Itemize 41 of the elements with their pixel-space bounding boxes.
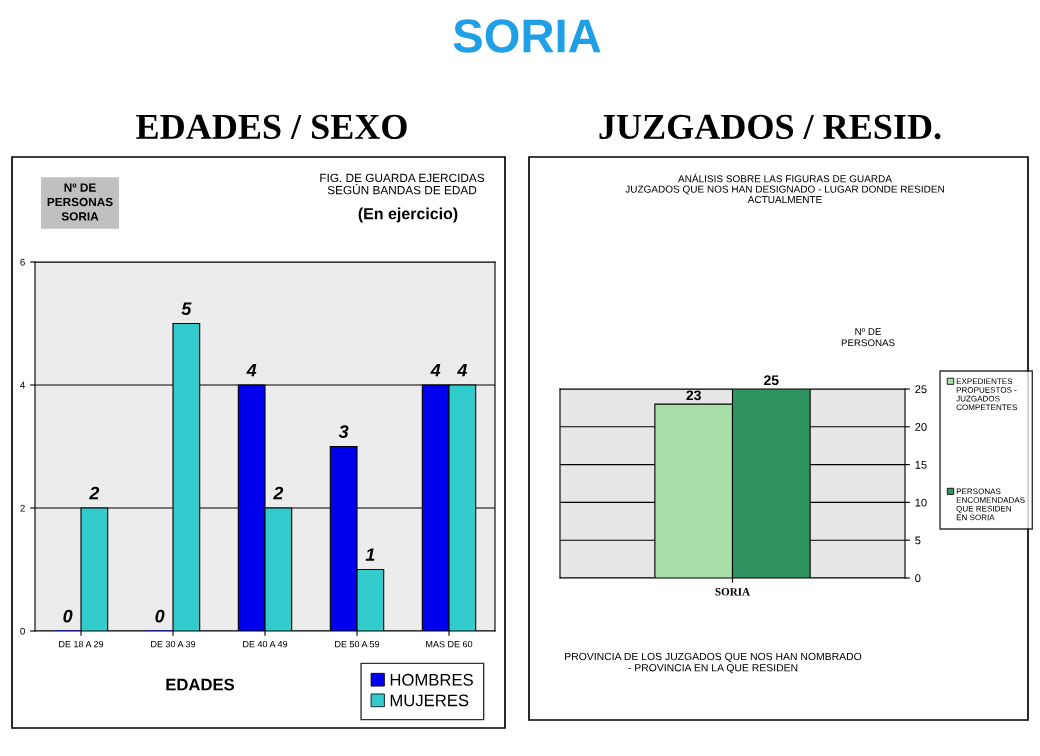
y-tick-label: 0 xyxy=(20,627,25,635)
x-tick-label: MAS DE 60 xyxy=(426,640,473,648)
y-tick-label: 5 xyxy=(915,536,921,545)
y-tick-label: 25 xyxy=(915,385,927,394)
chart-title: EDADES / SEXO xyxy=(136,114,407,140)
data-label: 2 xyxy=(89,486,100,500)
data-label: 2 xyxy=(273,486,284,500)
legend-label: MUJERES xyxy=(390,694,469,707)
data-label: 4 xyxy=(246,363,257,377)
data-label: 4 xyxy=(457,363,468,377)
data-label: 0 xyxy=(63,609,73,623)
x-axis-title: EDADES xyxy=(166,678,235,691)
data-label: 5 xyxy=(181,302,192,316)
data-label: 4 xyxy=(430,363,441,377)
text: (En ejercicio) xyxy=(358,207,458,223)
y-tick-label: 2 xyxy=(20,504,25,512)
y-tick-label: 4 xyxy=(20,381,25,389)
data-label: 25 xyxy=(764,375,779,386)
x-tick-label: DE 30 A 39 xyxy=(151,640,196,648)
x-tick-label: DE 18 A 29 xyxy=(59,640,104,648)
y-tick-label: 0 xyxy=(915,574,921,583)
data-label: 23 xyxy=(686,390,701,401)
data-label: 1 xyxy=(365,548,375,561)
data-label: 3 xyxy=(338,425,349,439)
data-label: 0 xyxy=(155,609,165,623)
chart-subtitle: ANÁLISIS SOBRE LAS FIGURAS DE GUARDA JUZGADOS QUE NOS HAN DESIGNADO - LUGAR DONDE RESIDEN ACTUALMENTE xyxy=(625,173,944,204)
y-tick-label: 10 xyxy=(915,498,927,507)
x-tick-label: DE 40 A 49 xyxy=(243,640,288,648)
y-tick-label: 15 xyxy=(915,460,927,469)
chart-subtitle: FIG. DE GUARDA EJERCIDAS SEGÚN BANDAS DE EDAD xyxy=(320,173,485,195)
text: SORIA xyxy=(453,19,601,53)
legend-label: HOMBRES xyxy=(390,673,473,686)
legend-label: EXPEDIENTES PROPUESTOS - JUZGADOS COMPETENTES xyxy=(956,378,1018,411)
legend-label: PERSONAS ENCOMENDADAS QUE RESIDEN EN SORIA xyxy=(956,488,1025,521)
y-tick-label: 6 xyxy=(20,258,25,266)
y-tick-label: 20 xyxy=(915,423,927,431)
x-tick-label: DE 50 A 59 xyxy=(335,640,380,648)
chart-title: JUZGADOS / RESID. xyxy=(599,114,941,140)
y-axis-title: Nº DE PERSONAS xyxy=(841,328,895,347)
x-axis-title: PROVINCIA DE LOS JUZGADOS QUE NOS HAN NOMBRADO - PROVINCIA EN LA QUE RESIDEN xyxy=(565,652,862,674)
y-axis-title: Nº DE PERSONAS SORIA xyxy=(47,183,113,221)
